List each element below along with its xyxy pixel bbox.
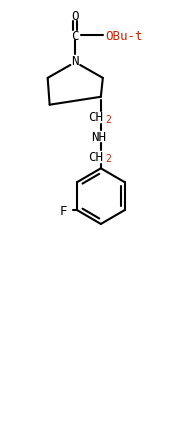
Text: CH: CH bbox=[88, 151, 103, 164]
Text: OBu-t: OBu-t bbox=[105, 30, 142, 43]
Text: C: C bbox=[72, 30, 79, 43]
Text: 2: 2 bbox=[106, 154, 112, 164]
Text: CH: CH bbox=[88, 111, 103, 124]
Text: F: F bbox=[60, 204, 67, 217]
Text: N: N bbox=[72, 54, 79, 67]
Text: 2: 2 bbox=[106, 115, 112, 125]
Text: NH: NH bbox=[91, 131, 106, 144]
Text: O: O bbox=[72, 10, 79, 23]
